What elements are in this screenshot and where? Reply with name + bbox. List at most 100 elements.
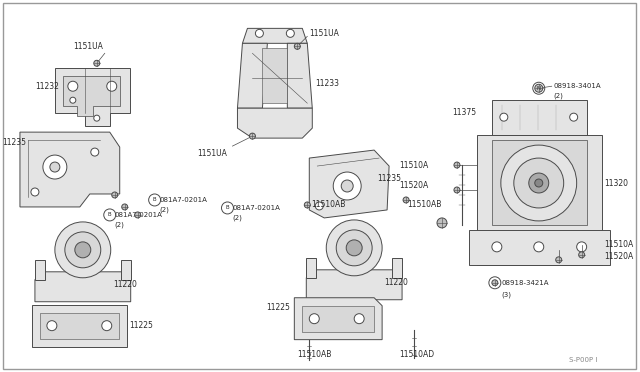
Circle shape xyxy=(577,242,587,252)
Polygon shape xyxy=(287,43,312,108)
Circle shape xyxy=(102,321,112,331)
Polygon shape xyxy=(302,306,374,332)
Circle shape xyxy=(492,280,498,286)
Text: 1151UA: 1151UA xyxy=(309,29,339,38)
Circle shape xyxy=(70,97,76,103)
Circle shape xyxy=(514,158,564,208)
Circle shape xyxy=(134,212,141,218)
Circle shape xyxy=(579,252,585,258)
Text: 11510AB: 11510AB xyxy=(298,350,332,359)
Text: S-P00P I: S-P00P I xyxy=(569,357,597,363)
Circle shape xyxy=(31,188,39,196)
Bar xyxy=(392,258,402,278)
Text: (2): (2) xyxy=(115,222,125,228)
Polygon shape xyxy=(243,28,307,43)
Circle shape xyxy=(68,81,78,91)
Polygon shape xyxy=(307,270,402,300)
Circle shape xyxy=(535,84,543,92)
Polygon shape xyxy=(469,230,609,265)
Bar xyxy=(121,260,131,280)
Text: 08918-3401A: 08918-3401A xyxy=(554,83,602,89)
Circle shape xyxy=(65,232,100,268)
Polygon shape xyxy=(55,68,130,126)
Circle shape xyxy=(55,222,111,278)
Circle shape xyxy=(43,155,67,179)
Circle shape xyxy=(403,197,409,203)
Polygon shape xyxy=(20,132,120,207)
Text: 11225: 11225 xyxy=(130,321,154,330)
Circle shape xyxy=(75,242,91,258)
Circle shape xyxy=(556,257,562,263)
Text: N: N xyxy=(537,86,541,91)
Bar xyxy=(307,258,316,278)
Polygon shape xyxy=(477,135,602,265)
Text: 081A7-0201A: 081A7-0201A xyxy=(115,212,163,218)
Circle shape xyxy=(534,242,544,252)
Circle shape xyxy=(354,314,364,324)
Circle shape xyxy=(255,29,264,37)
Text: (2): (2) xyxy=(232,215,243,221)
Text: 11510A: 11510A xyxy=(605,240,634,249)
Circle shape xyxy=(570,113,578,121)
Polygon shape xyxy=(35,272,131,302)
Circle shape xyxy=(47,321,57,331)
Text: 11235: 11235 xyxy=(377,173,401,183)
Circle shape xyxy=(492,242,502,252)
Circle shape xyxy=(94,60,100,66)
Circle shape xyxy=(112,192,118,198)
Circle shape xyxy=(532,82,545,94)
Circle shape xyxy=(50,162,60,172)
Circle shape xyxy=(454,187,460,193)
Circle shape xyxy=(309,314,319,324)
Circle shape xyxy=(501,145,577,221)
Text: (2): (2) xyxy=(159,207,170,213)
Text: 11320: 11320 xyxy=(605,179,628,187)
Text: (3): (3) xyxy=(502,292,512,298)
Circle shape xyxy=(346,240,362,256)
Text: 081A7-0201A: 081A7-0201A xyxy=(232,205,280,211)
Text: 1151UA: 1151UA xyxy=(73,42,102,51)
Circle shape xyxy=(221,202,234,214)
Text: 11235: 11235 xyxy=(2,138,26,147)
Text: 11510A: 11510A xyxy=(399,161,428,170)
Text: (2): (2) xyxy=(554,93,564,99)
Circle shape xyxy=(326,220,382,276)
Circle shape xyxy=(104,209,116,221)
Circle shape xyxy=(148,194,161,206)
Text: 11232: 11232 xyxy=(35,82,59,91)
Circle shape xyxy=(535,179,543,187)
Text: 081A7-0201A: 081A7-0201A xyxy=(159,197,207,203)
Text: 11375: 11375 xyxy=(452,108,476,117)
Circle shape xyxy=(107,81,116,91)
Text: B: B xyxy=(153,198,156,202)
Circle shape xyxy=(333,172,361,200)
Circle shape xyxy=(94,115,100,121)
Polygon shape xyxy=(32,305,127,347)
Text: 11233: 11233 xyxy=(316,79,339,88)
Polygon shape xyxy=(237,108,312,138)
Text: 11510AB: 11510AB xyxy=(407,201,442,209)
Text: 1151UA: 1151UA xyxy=(198,148,227,158)
Bar xyxy=(492,100,587,135)
Circle shape xyxy=(489,277,501,289)
Polygon shape xyxy=(262,48,287,103)
Text: B: B xyxy=(226,205,229,211)
Text: 11220: 11220 xyxy=(384,278,408,287)
Text: N: N xyxy=(493,280,497,285)
Text: 08918-3421A: 08918-3421A xyxy=(502,280,549,286)
Text: 11510AD: 11510AD xyxy=(399,350,434,359)
Circle shape xyxy=(336,230,372,266)
Circle shape xyxy=(294,43,300,49)
Text: 11225: 11225 xyxy=(266,303,291,312)
Polygon shape xyxy=(237,43,268,108)
Text: 11520A: 11520A xyxy=(605,252,634,262)
Polygon shape xyxy=(294,298,382,340)
Text: 11220: 11220 xyxy=(113,280,136,289)
Text: B: B xyxy=(108,212,111,217)
Text: 11510AB: 11510AB xyxy=(311,201,346,209)
Polygon shape xyxy=(63,76,120,116)
Circle shape xyxy=(122,204,128,210)
Text: 11520A: 11520A xyxy=(399,180,428,189)
Polygon shape xyxy=(40,313,119,339)
Circle shape xyxy=(91,148,99,156)
